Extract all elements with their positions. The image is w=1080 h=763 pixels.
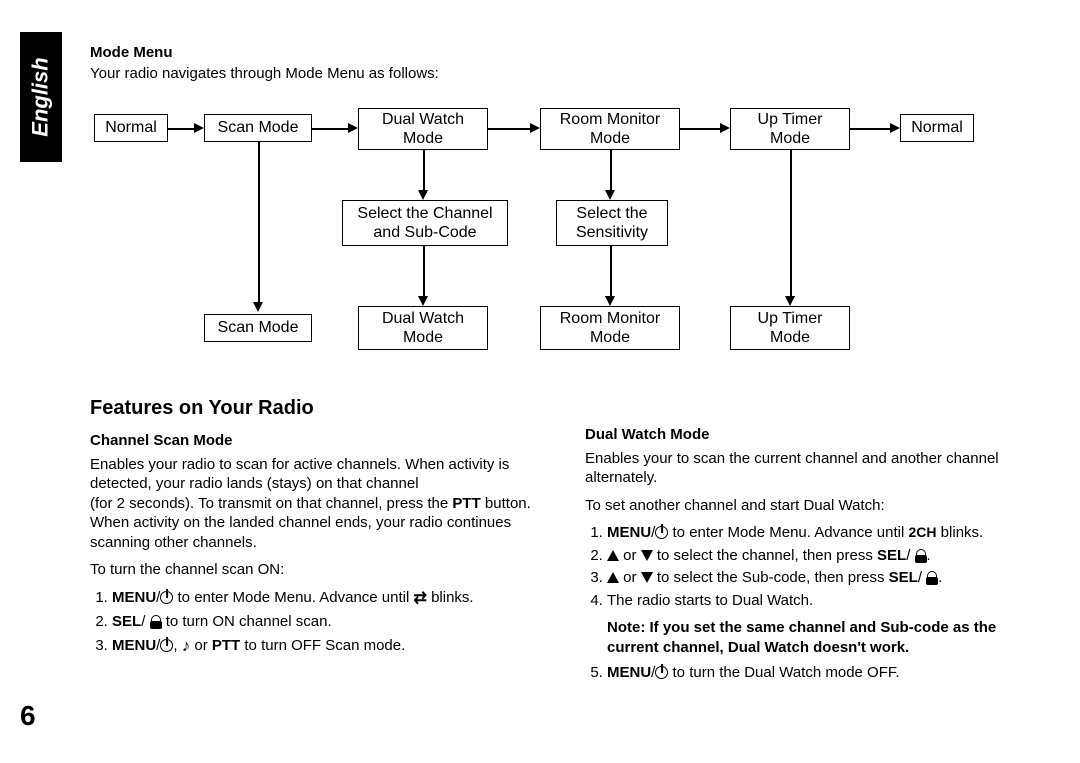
dual-watch-para: Enables your to scan the current channel… [585, 449, 1050, 488]
arrowhead-icon [194, 123, 204, 133]
flow-node: Room MonitorMode [540, 108, 680, 150]
arrowhead-icon [890, 123, 900, 133]
power-icon [160, 639, 173, 652]
flow-node: Select the Channeland Sub-Code [342, 200, 508, 246]
power-icon [655, 526, 668, 539]
two-channel-icon: 2CH [909, 524, 937, 540]
channel-scan-para: Enables your radio to scan for active ch… [90, 455, 555, 553]
dual-watch-heading: Dual Watch Mode [585, 425, 1050, 445]
dual-watch-lead: To set another channel and start Dual Wa… [585, 496, 1050, 516]
lock-icon [150, 615, 162, 627]
flow-node: Dual WatchMode [358, 306, 488, 350]
channel-scan-lead: To turn the channel scan ON: [90, 560, 555, 580]
step-item: MENU/ to turn the Dual Watch mode OFF. [607, 663, 1050, 683]
flow-arrow [680, 128, 720, 130]
power-icon [655, 666, 668, 679]
flow-arrow [488, 128, 530, 130]
lock-icon [926, 571, 938, 583]
right-column: Dual Watch Mode Enables your to scan the… [585, 395, 1050, 691]
flow-arrow [610, 150, 612, 190]
flow-node: Scan Mode [204, 314, 312, 342]
up-triangle-icon [607, 572, 619, 583]
left-column: Features on Your Radio Channel Scan Mode… [90, 395, 555, 691]
arrowhead-icon [530, 123, 540, 133]
language-tab: English [20, 32, 62, 162]
flow-arrow [850, 128, 890, 130]
step-item: The radio starts to Dual Watch. [607, 591, 1050, 611]
flow-node: Dual WatchMode [358, 108, 488, 150]
step-item: or to select the channel, then press SEL… [607, 546, 1050, 566]
flow-node: Normal [94, 114, 168, 142]
flow-node: Select theSensitivity [556, 200, 668, 246]
mode-flowchart: Normal Scan Mode Dual WatchMode Room Monito… [90, 100, 1060, 380]
step-item: or to select the Sub-code, then press SE… [607, 568, 1050, 588]
step-item: MENU/ to enter Mode Menu. Advance until … [607, 523, 1050, 543]
dual-watch-note: Note: If you set the same channel and Su… [607, 618, 1050, 657]
step-item: MENU/, ♪ or PTT to turn OFF Scan mode. [112, 635, 555, 657]
flow-node: Normal [900, 114, 974, 142]
mode-menu-heading: Mode Menu [90, 44, 1050, 61]
flow-node: Room MonitorMode [540, 306, 680, 350]
down-triangle-icon [641, 572, 653, 583]
down-triangle-icon [641, 550, 653, 561]
flow-arrow [168, 128, 194, 130]
music-note-icon: ♪ [182, 635, 191, 657]
step-item: MENU/ to enter Mode Menu. Advance until … [112, 588, 555, 610]
arrowhead-icon [253, 302, 263, 312]
language-tab-label: English [28, 57, 54, 136]
lower-columns: Features on Your Radio Channel Scan Mode… [90, 395, 1050, 691]
arrowhead-icon [720, 123, 730, 133]
dual-watch-steps: MENU/ to enter Mode Menu. Advance until … [585, 523, 1050, 610]
flow-arrow [610, 246, 612, 296]
flow-node: Up TimerMode [730, 108, 850, 150]
flow-node: Up TimerMode [730, 306, 850, 350]
channel-scan-heading: Channel Scan Mode [90, 431, 555, 451]
step-item: SEL/ to turn ON channel scan. [112, 612, 555, 632]
flow-node: Scan Mode [204, 114, 312, 142]
arrowhead-icon [418, 296, 428, 306]
header-block: Mode Menu Your radio navigates through M… [90, 44, 1050, 92]
flow-arrow [790, 150, 792, 296]
arrowhead-icon [605, 190, 615, 200]
arrowhead-icon [605, 296, 615, 306]
flow-arrow [423, 150, 425, 190]
mode-menu-subtitle: Your radio navigates through Mode Menu a… [90, 65, 1050, 82]
lock-icon [915, 549, 927, 561]
scan-icon: ⇄ [414, 589, 427, 610]
dual-watch-steps-2: MENU/ to turn the Dual Watch mode OFF. [585, 663, 1050, 683]
arrowhead-icon [348, 123, 358, 133]
features-heading: Features on Your Radio [90, 395, 555, 421]
up-triangle-icon [607, 550, 619, 561]
page-number: 6 [20, 700, 36, 732]
power-icon [160, 591, 173, 604]
flow-arrow [258, 142, 260, 302]
arrowhead-icon [418, 190, 428, 200]
channel-scan-steps: MENU/ to enter Mode Menu. Advance until … [90, 588, 555, 657]
flow-arrow [312, 128, 348, 130]
flow-arrow [423, 246, 425, 296]
arrowhead-icon [785, 296, 795, 306]
